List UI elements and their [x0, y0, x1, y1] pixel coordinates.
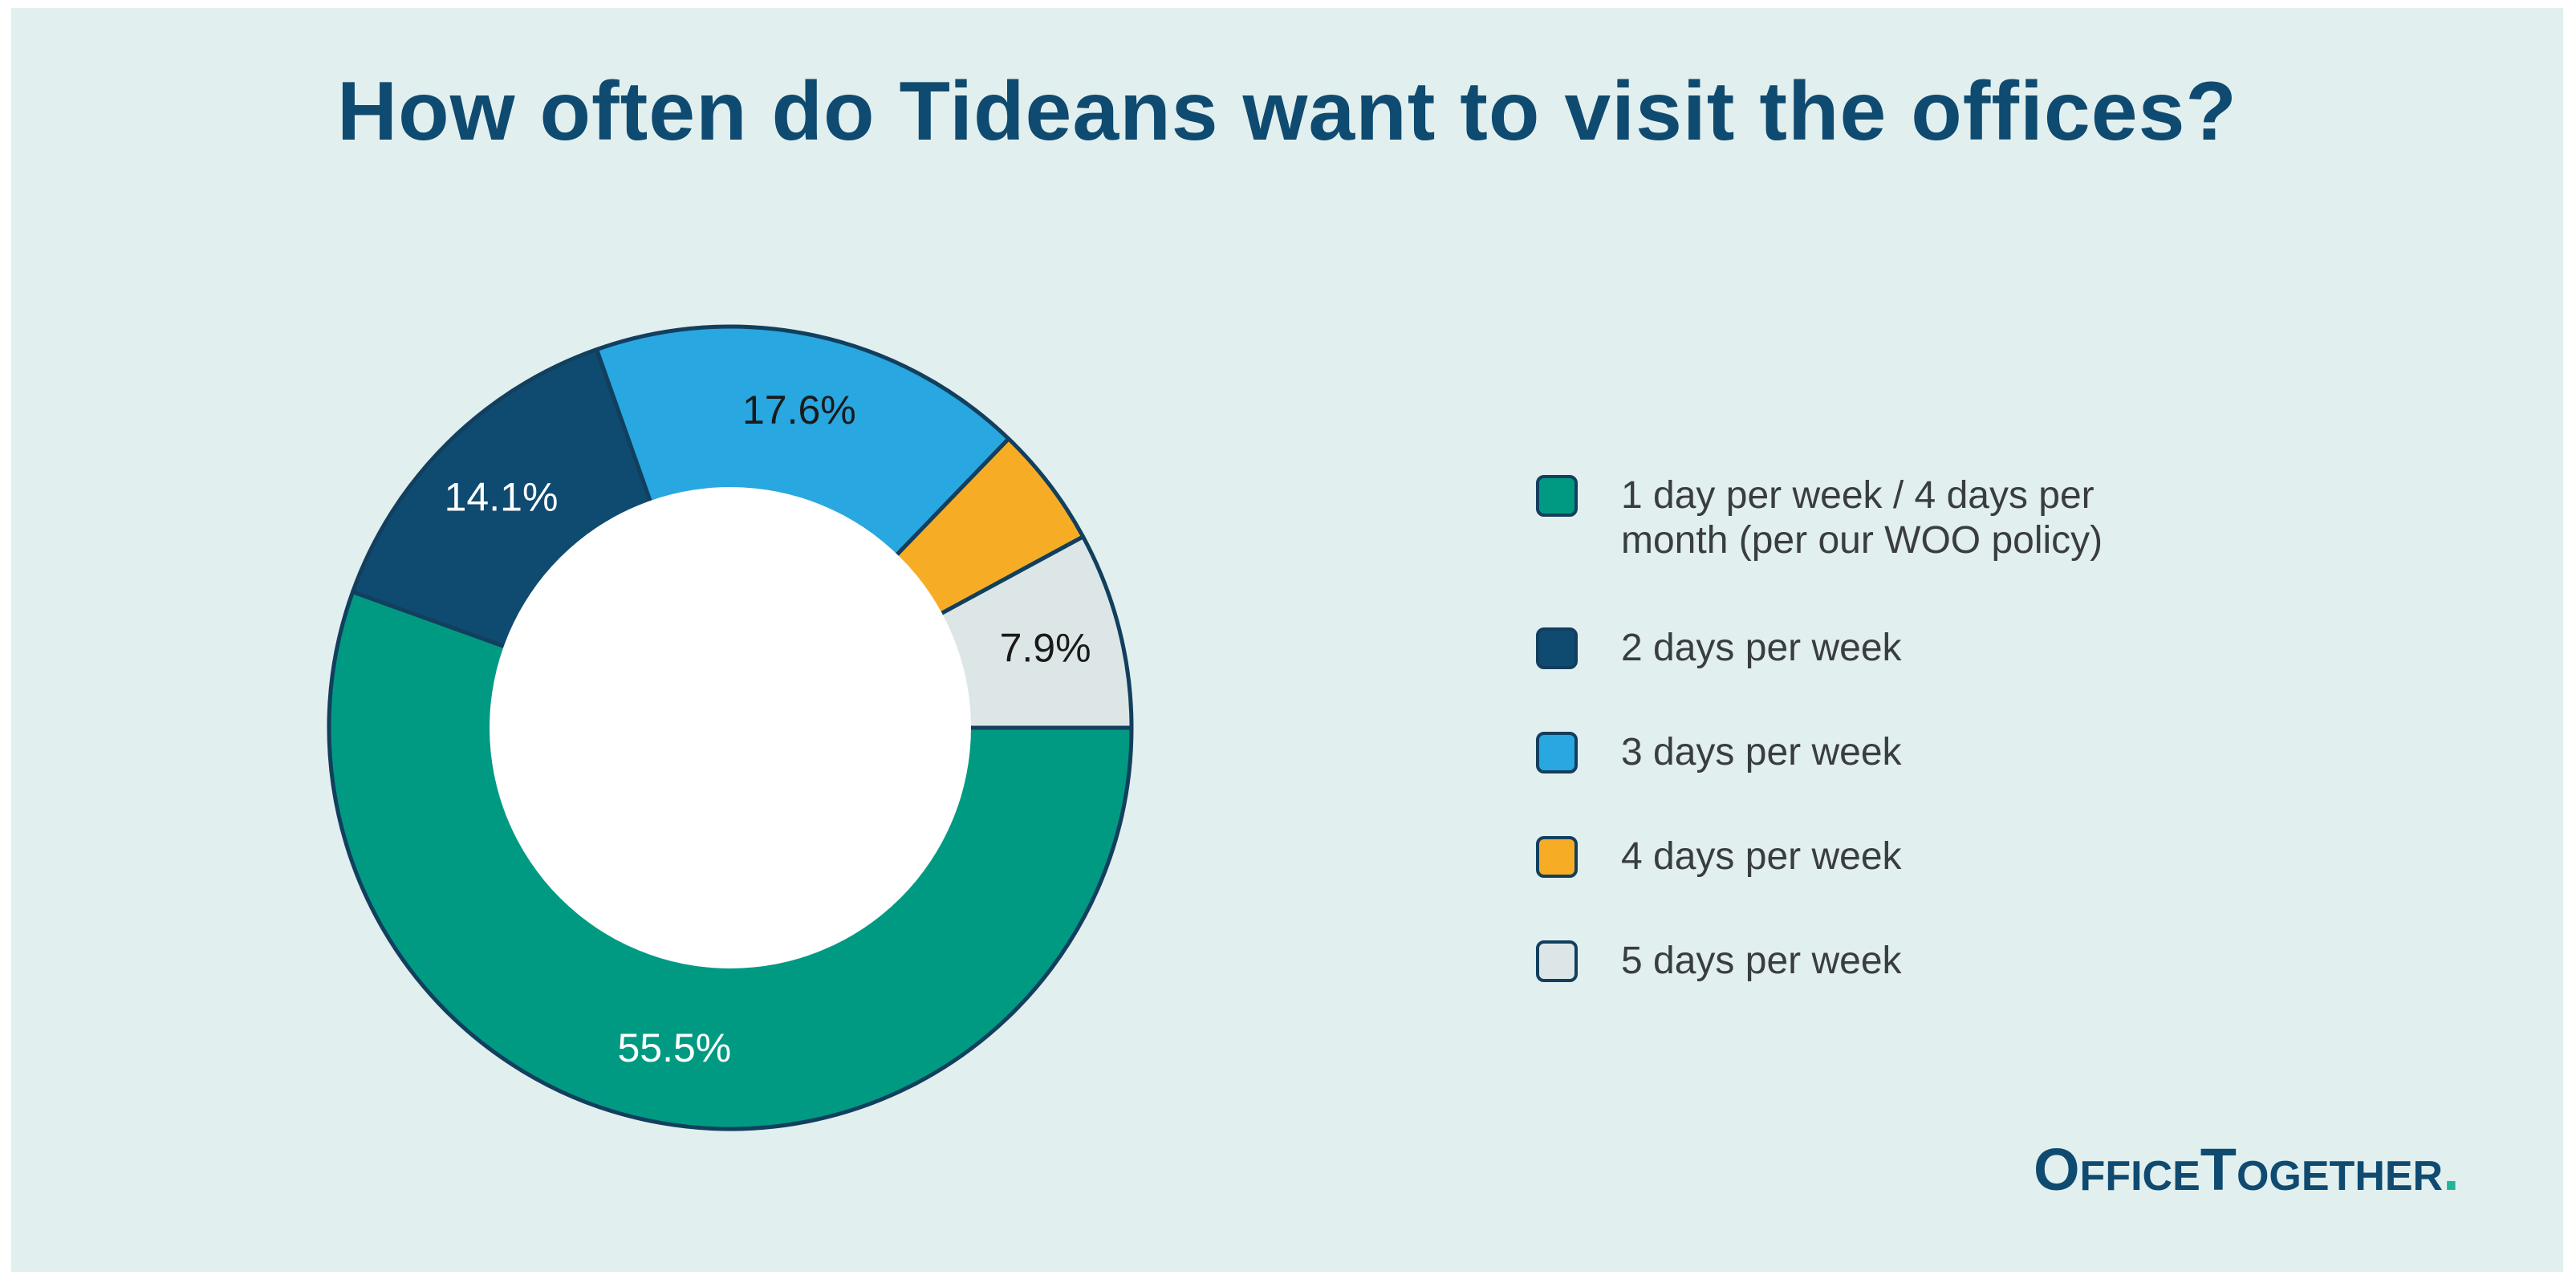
- legend-item-3-days-per-week: 3 days per week: [1536, 730, 2258, 775]
- legend-label: 2 days per week: [1621, 627, 1902, 669]
- brand-dot: .: [2443, 1136, 2460, 1203]
- legend-label: 1 day per week / 4 days per month (per o…: [1621, 474, 2103, 562]
- legend-swatch: [1536, 475, 1578, 517]
- legend-item-1-day-per-week-4-days-per-month-per-our-woo-policy: 1 day per week / 4 days per month (per o…: [1536, 473, 2258, 563]
- legend-swatch: [1536, 836, 1578, 878]
- legend-label: 3 days per week: [1621, 731, 1902, 773]
- legend-item-5-days-per-week: 5 days per week: [1536, 939, 2258, 984]
- legend-item-2-days-per-week: 2 days per week: [1536, 626, 2258, 671]
- data-label-5-days-per-week: 7.9%: [1000, 626, 1091, 671]
- legend-item-4-days-per-week: 4 days per week: [1536, 834, 2258, 879]
- legend-label: 5 days per week: [1621, 940, 1902, 982]
- brand-logo: OfficeTogether.: [2034, 1135, 2460, 1204]
- legend-label: 4 days per week: [1621, 835, 1902, 878]
- brand-name: OfficeTogether: [2034, 1136, 2444, 1203]
- donut-chart: 55.5% 14.1% 17.6% 7.9%: [327, 324, 1134, 1131]
- legend-swatch: [1536, 627, 1578, 669]
- data-label-2-days-per-week: 14.1%: [445, 475, 559, 520]
- legend-swatch: [1536, 940, 1578, 982]
- legend-swatch: [1536, 732, 1578, 773]
- chart-card: How often do Tideans want to visit the o…: [11, 8, 2563, 1272]
- donut-hole: [490, 487, 971, 968]
- chart-title: How often do Tideans want to visit the o…: [337, 65, 2237, 158]
- data-label-3-days-per-week: 17.6%: [742, 388, 856, 432]
- data-label-1-day-per-week-4-days-per-month-per-our-woo-policy: 55.5%: [617, 1025, 731, 1070]
